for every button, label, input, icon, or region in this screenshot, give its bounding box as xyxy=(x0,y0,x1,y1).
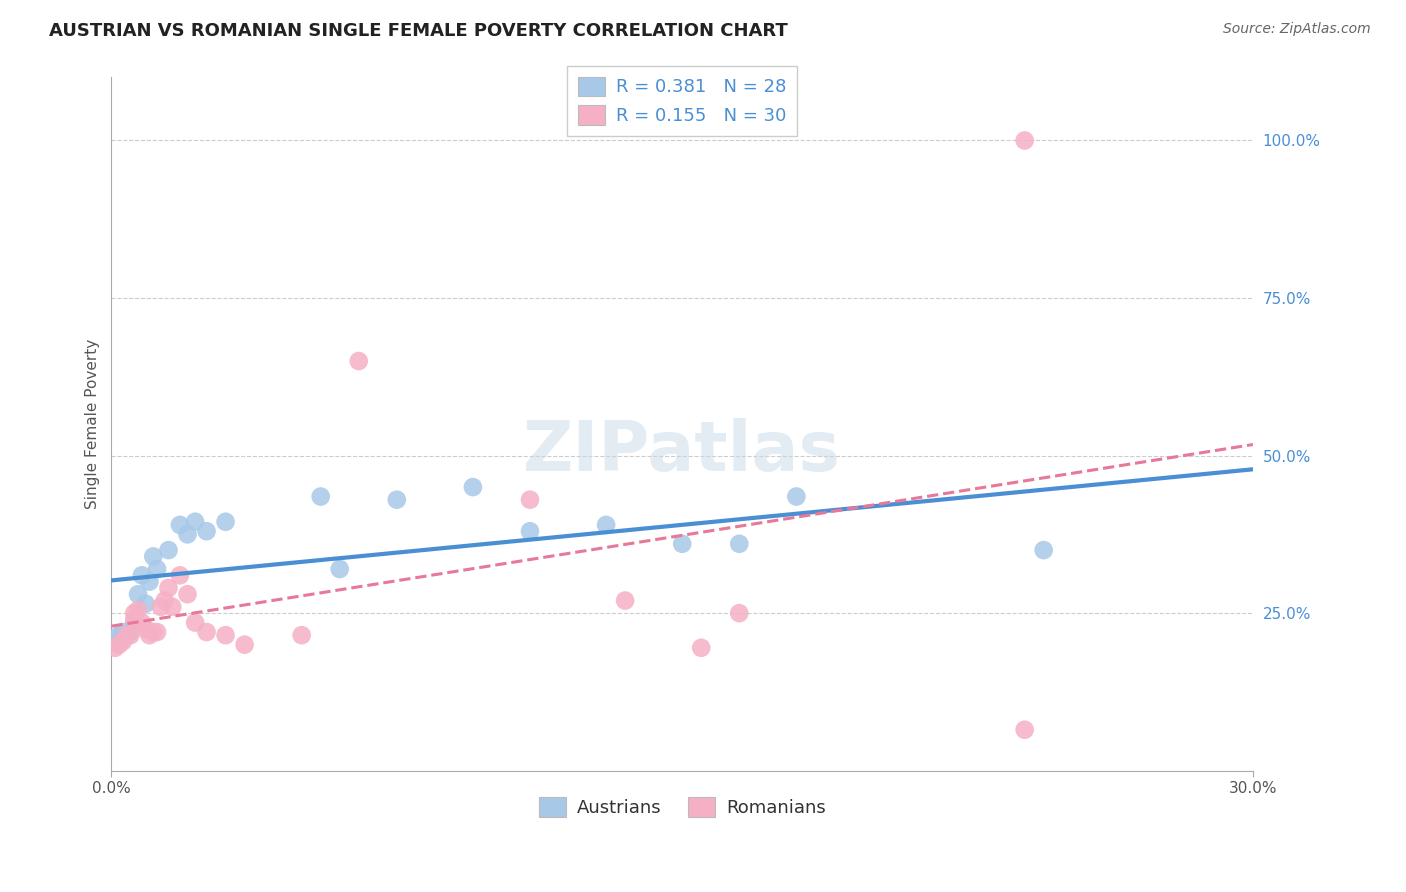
Point xyxy=(162,599,184,614)
Point xyxy=(195,524,218,539)
Point xyxy=(149,599,172,614)
Point xyxy=(111,625,134,640)
Legend: Austrians, Romanians: Austrians, Romanians xyxy=(531,789,834,824)
Point xyxy=(785,490,807,504)
Point xyxy=(146,625,169,640)
Point xyxy=(127,587,149,601)
Point xyxy=(176,527,198,541)
Point xyxy=(122,606,145,620)
Point xyxy=(153,593,176,607)
Point xyxy=(157,543,180,558)
Point xyxy=(131,568,153,582)
Point xyxy=(614,593,637,607)
Point xyxy=(671,537,693,551)
Point xyxy=(135,597,157,611)
Point xyxy=(519,524,541,539)
Text: ZIPatlas: ZIPatlas xyxy=(523,418,841,485)
Point xyxy=(104,640,127,655)
Point xyxy=(104,634,127,648)
Point xyxy=(115,628,138,642)
Point xyxy=(1014,133,1036,147)
Point xyxy=(329,562,352,576)
Point xyxy=(138,574,160,589)
Point xyxy=(120,628,142,642)
Y-axis label: Single Female Poverty: Single Female Poverty xyxy=(86,339,100,509)
Point xyxy=(1014,723,1036,737)
Point xyxy=(214,515,236,529)
Point xyxy=(108,628,131,642)
Point xyxy=(184,615,207,630)
Point xyxy=(146,562,169,576)
Point xyxy=(214,628,236,642)
Point xyxy=(131,615,153,630)
Point xyxy=(385,492,408,507)
Point xyxy=(108,638,131,652)
Point xyxy=(135,622,157,636)
Point xyxy=(142,549,165,564)
Point xyxy=(728,537,751,551)
Point xyxy=(595,517,617,532)
Point xyxy=(519,492,541,507)
Text: Source: ZipAtlas.com: Source: ZipAtlas.com xyxy=(1223,22,1371,37)
Point xyxy=(690,640,713,655)
Point xyxy=(157,581,180,595)
Point xyxy=(176,587,198,601)
Point xyxy=(309,490,332,504)
Point xyxy=(233,638,256,652)
Point xyxy=(115,628,138,642)
Point xyxy=(169,517,191,532)
Point xyxy=(347,354,370,368)
Point xyxy=(1032,543,1054,558)
Point xyxy=(728,606,751,620)
Point xyxy=(184,515,207,529)
Point xyxy=(142,625,165,640)
Point xyxy=(120,625,142,640)
Point xyxy=(122,615,145,630)
Point xyxy=(122,612,145,626)
Text: AUSTRIAN VS ROMANIAN SINGLE FEMALE POVERTY CORRELATION CHART: AUSTRIAN VS ROMANIAN SINGLE FEMALE POVER… xyxy=(49,22,787,40)
Point xyxy=(195,625,218,640)
Point xyxy=(111,634,134,648)
Point xyxy=(127,603,149,617)
Point xyxy=(461,480,484,494)
Point xyxy=(291,628,314,642)
Point xyxy=(169,568,191,582)
Point xyxy=(138,628,160,642)
